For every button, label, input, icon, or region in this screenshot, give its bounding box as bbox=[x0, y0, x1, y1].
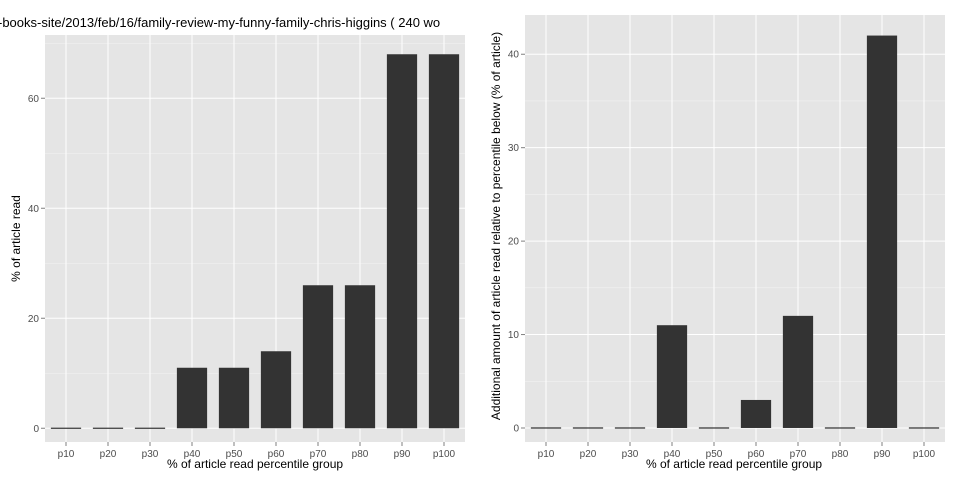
x-tick-label: p60 bbox=[268, 449, 285, 460]
x-tick-label: p80 bbox=[832, 449, 849, 460]
bar bbox=[302, 285, 334, 429]
x-tick-label: p20 bbox=[580, 449, 597, 460]
y-tick-label: 60 bbox=[28, 94, 40, 105]
x-tick-label: p70 bbox=[310, 449, 327, 460]
y-tick-label: 10 bbox=[508, 330, 520, 341]
x-tick-label: p40 bbox=[184, 449, 201, 460]
chart-title: -books-site/2013/feb/16/family-review-my… bbox=[0, 15, 440, 30]
y-axis-ticks: 0 20 40 60 bbox=[28, 94, 45, 435]
y-tick-label: 20 bbox=[508, 237, 520, 248]
y-axis-title: Additional amount of article read relati… bbox=[489, 32, 503, 420]
x-tick-label: p10 bbox=[538, 449, 555, 460]
x-tick-label: p50 bbox=[706, 449, 723, 460]
bar bbox=[782, 315, 814, 428]
x-tick-label: p100 bbox=[913, 449, 936, 460]
y-tick-label: 20 bbox=[28, 314, 40, 325]
bar bbox=[572, 427, 604, 429]
x-tick-label: p20 bbox=[100, 449, 117, 460]
x-tick-label: p40 bbox=[664, 449, 681, 460]
bar bbox=[698, 427, 730, 429]
bar bbox=[908, 427, 940, 429]
x-tick-label: p100 bbox=[433, 449, 456, 460]
bar bbox=[176, 367, 208, 429]
x-tick-label: p60 bbox=[748, 449, 765, 460]
bar bbox=[824, 427, 856, 429]
bar bbox=[50, 427, 82, 429]
bar bbox=[866, 35, 898, 428]
bar bbox=[740, 399, 772, 428]
bars bbox=[530, 35, 940, 429]
x-tick-label: p90 bbox=[874, 449, 891, 460]
y-tick-label: 40 bbox=[28, 204, 40, 215]
x-tick-label: p10 bbox=[58, 449, 75, 460]
x-axis-ticks: p10 p20 p30 p40 p50 p60 p70 p80 p90 p100 bbox=[538, 442, 936, 460]
x-tick-label: p90 bbox=[394, 449, 411, 460]
x-tick-label: p30 bbox=[622, 449, 639, 460]
y-tick-label: 0 bbox=[33, 424, 39, 435]
y-tick-label: 30 bbox=[508, 143, 520, 154]
bar bbox=[134, 427, 166, 429]
y-tick-label: 40 bbox=[508, 50, 520, 61]
bar bbox=[260, 351, 292, 429]
bars bbox=[50, 54, 460, 429]
bar bbox=[344, 285, 376, 429]
grid-lines bbox=[45, 35, 465, 442]
x-tick-label: p50 bbox=[226, 449, 243, 460]
x-tick-label: p70 bbox=[790, 449, 807, 460]
bar bbox=[530, 427, 562, 429]
y-tick-label: 0 bbox=[513, 423, 519, 434]
bar bbox=[428, 54, 460, 429]
x-tick-label: p30 bbox=[142, 449, 159, 460]
x-tick-label: p80 bbox=[352, 449, 369, 460]
bar bbox=[614, 427, 646, 429]
x-axis-title: % of article read percentile group bbox=[167, 457, 343, 471]
y-axis-ticks: 0 10 20 30 40 bbox=[508, 50, 525, 434]
bar bbox=[218, 367, 250, 429]
x-axis-ticks: p10 p20 p30 p40 p50 p60 p70 p80 p90 p100 bbox=[58, 442, 456, 460]
y-axis-title: % of article read bbox=[9, 195, 23, 282]
bar bbox=[386, 54, 418, 429]
bar bbox=[92, 427, 124, 429]
x-axis-title: % of article read percentile group bbox=[646, 457, 822, 471]
bar bbox=[656, 325, 688, 428]
